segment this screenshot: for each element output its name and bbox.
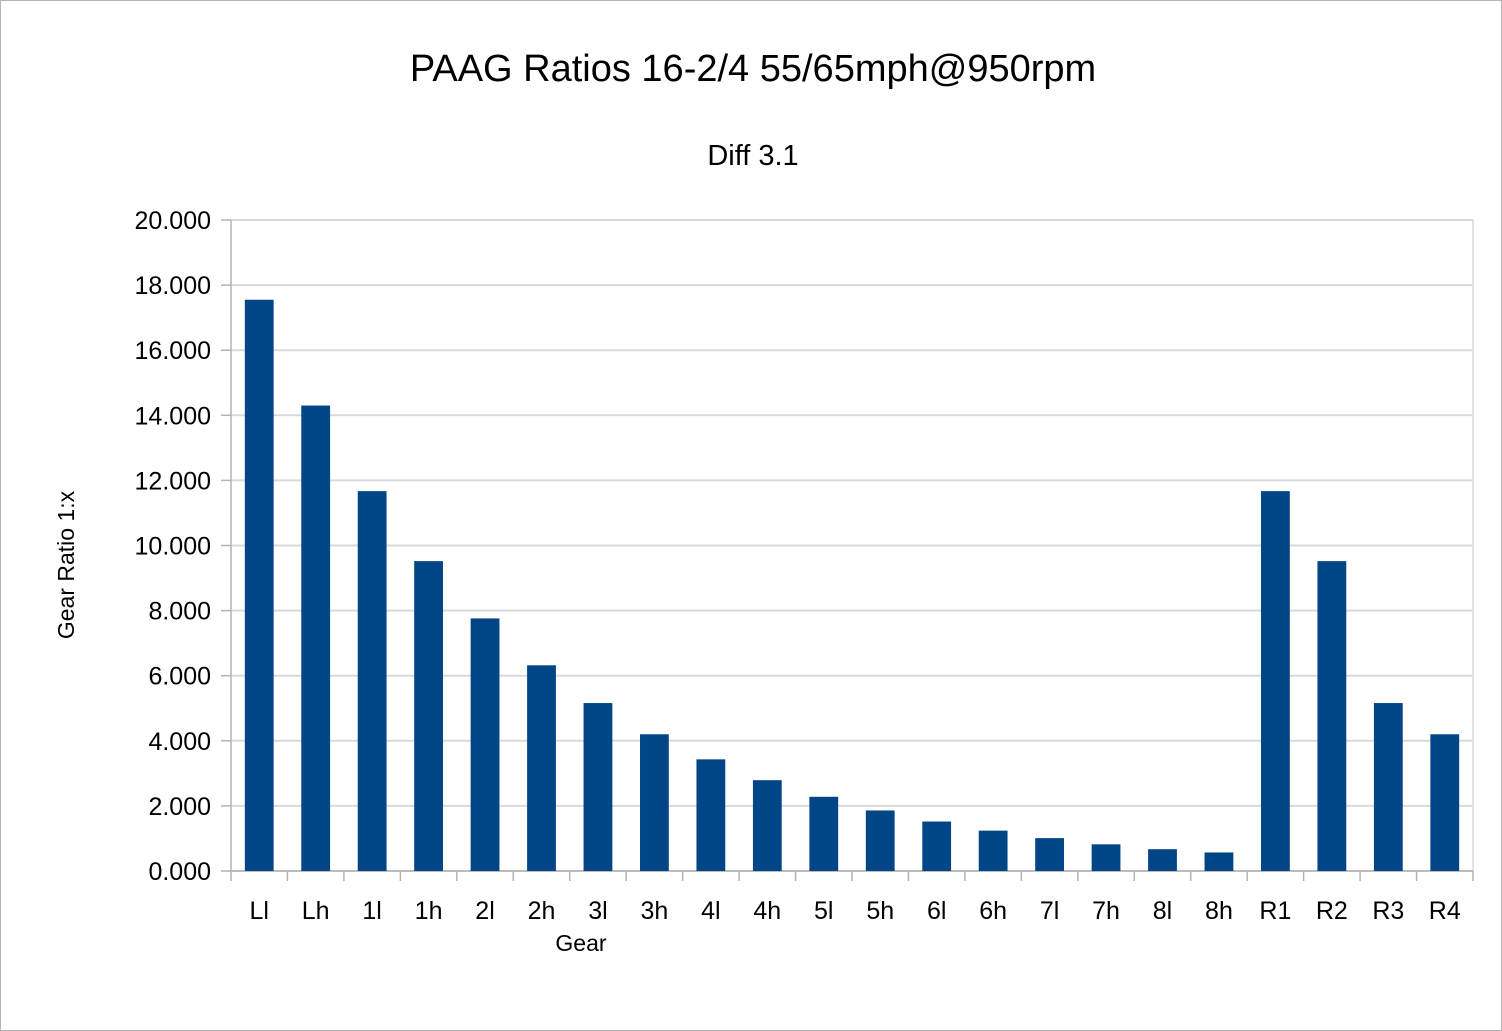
x-tick-label: 3l — [588, 897, 607, 925]
x-tick-label: 4l — [701, 897, 720, 925]
x-tick-label: 3h — [641, 897, 669, 925]
bar-1l — [357, 491, 387, 871]
x-tick-label: 2l — [475, 897, 494, 925]
y-tick-label: 16.000 — [135, 337, 211, 365]
bar-5l — [809, 796, 839, 871]
x-tick-label: R1 — [1259, 897, 1291, 925]
x-axis-ticks: Ll Lh 1l 1h 2l 2h 3l 3h 4l 4h 5l 5h 6l 6h 7l 7h 8l 8h R1 R2… — [230, 871, 1474, 925]
x-tick-label: 4h — [753, 897, 781, 925]
bar-Ll — [244, 299, 274, 871]
y-tick-label: 12.000 — [135, 467, 211, 495]
chart-subtitle: Diff 3.1 — [707, 140, 798, 172]
x-tick-label: 7l — [1040, 897, 1059, 925]
x-tick-label: Ll — [249, 897, 268, 925]
bar-Lh — [301, 405, 331, 871]
bar-2l — [470, 618, 500, 871]
x-tick-label: 8l — [1153, 897, 1172, 925]
bar-8h — [1204, 852, 1234, 871]
y-tick-label: 0.000 — [148, 858, 211, 886]
y-tick-label: 4.000 — [148, 728, 211, 756]
bar-2h — [527, 665, 556, 871]
x-tick-label: R2 — [1316, 897, 1348, 925]
bar-7l — [1035, 838, 1064, 871]
x-tick-label: 6l — [927, 897, 946, 925]
y-tick-label: 2.000 — [148, 793, 211, 821]
x-tick-label: R3 — [1372, 897, 1404, 925]
x-tick-label: 1l — [362, 897, 381, 925]
y-tick-label: 10.000 — [135, 533, 211, 561]
y-axis-ticks: 0.000 2.000 4.000 6.000 8.000 10.000 12.000 14.… — [135, 207, 211, 886]
y-tick-label: 8.000 — [148, 598, 211, 626]
bar-4h — [752, 780, 782, 871]
bar-R1 — [1261, 491, 1290, 871]
bar-4l — [696, 759, 726, 871]
bars — [244, 299, 1460, 871]
bar-1h — [414, 561, 443, 871]
x-tick-label: 7h — [1092, 897, 1120, 925]
bar-3h — [640, 734, 669, 871]
bar-5h — [865, 810, 895, 871]
y-axis-label: Gear Ratio 1:x — [53, 490, 79, 639]
bar-R4 — [1430, 734, 1460, 871]
x-tick-label: 5h — [866, 897, 894, 925]
x-tick-label: 2h — [528, 897, 556, 925]
bar-8l — [1148, 849, 1177, 871]
x-tick-label: 5l — [814, 897, 833, 925]
bar-R3 — [1373, 703, 1403, 871]
bar-7h — [1091, 844, 1121, 871]
bar-6h — [978, 830, 1008, 871]
x-tick-label: R4 — [1429, 897, 1461, 925]
bar-3l — [583, 703, 613, 871]
x-tick-label: 6h — [979, 897, 1007, 925]
y-tick-label: 14.000 — [135, 402, 211, 430]
x-tick-label: 8h — [1205, 897, 1233, 925]
x-tick-label: Lh — [302, 897, 330, 925]
x-axis-label: Gear — [555, 930, 606, 956]
y-tick-label: 20.000 — [135, 207, 211, 235]
bar-R2 — [1317, 561, 1347, 871]
y-tick-label: 6.000 — [148, 663, 211, 691]
bar-6l — [922, 821, 952, 871]
x-tick-label: 1h — [415, 897, 443, 925]
y-tick-label: 18.000 — [135, 272, 211, 300]
chart-title: PAAG Ratios 16-2/4 55/65mph@950rpm — [410, 48, 1096, 90]
